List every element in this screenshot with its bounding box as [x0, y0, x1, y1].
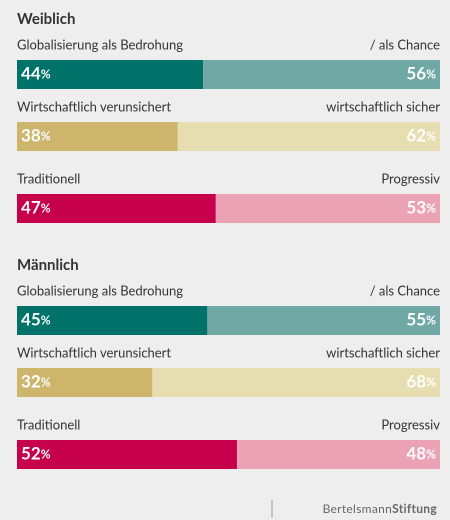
bar-segment [236, 440, 440, 469]
value-unit: % [426, 129, 436, 144]
right-label: wirtschaftlich sicher [326, 98, 440, 114]
right-label: / als Chance [370, 36, 440, 52]
right-label: Progressiv [381, 416, 440, 432]
value-unit: % [41, 129, 51, 144]
value-unit: % [41, 375, 51, 390]
bar-segment [17, 60, 204, 89]
value-label: 47% [21, 197, 51, 218]
value-unit: % [426, 313, 436, 328]
value-number: 44 [21, 63, 41, 84]
right-label: wirtschaftlich sicher [326, 344, 440, 360]
value-number: 68 [406, 371, 426, 392]
bar-segment [17, 440, 237, 469]
value-unit: % [426, 447, 436, 462]
value-label: 48% [406, 443, 436, 464]
value-label: 32% [21, 371, 51, 392]
footer-brand: BertelsmannStiftung [323, 501, 438, 516]
value-label: 62% [406, 125, 436, 146]
left-label: Wirtschaftlich verunsichert [17, 344, 171, 360]
value-unit: % [41, 313, 51, 328]
left-label: Wirtschaftlich verunsichert [17, 98, 171, 114]
value-number: 32 [21, 371, 41, 392]
bar-segment [17, 122, 178, 151]
brand-light: Bertelsmann [323, 501, 393, 516]
left-label: Globalisierung als Bedrohung [17, 36, 183, 52]
value-label: 68% [406, 371, 436, 392]
left-label: Traditionell [17, 170, 80, 186]
bar-segment [17, 306, 208, 335]
left-label: Globalisierung als Bedrohung [17, 282, 183, 298]
value-number: 52 [21, 443, 41, 464]
value-number: 55 [406, 309, 426, 330]
bar-segment [152, 368, 441, 397]
value-number: 38 [21, 125, 41, 146]
value-label: 52% [21, 443, 51, 464]
value-unit: % [41, 447, 51, 462]
value-unit: % [41, 67, 51, 82]
group-title: Männlich [17, 256, 79, 274]
value-number: 62 [406, 125, 426, 146]
value-unit: % [426, 67, 436, 82]
value-label: 44% [21, 63, 51, 84]
value-number: 45 [21, 309, 41, 330]
group-title: Weiblich [17, 10, 75, 28]
value-number: 47 [21, 197, 41, 218]
value-label: 55% [406, 309, 436, 330]
bar-segment [17, 368, 153, 397]
right-label: / als Chance [370, 282, 440, 298]
right-label: Progressiv [381, 170, 440, 186]
value-label: 38% [21, 125, 51, 146]
value-label: 45% [21, 309, 51, 330]
bar-segment [215, 194, 440, 223]
brand-bold: Stiftung [392, 501, 437, 516]
value-unit: % [426, 375, 436, 390]
value-number: 56 [406, 63, 426, 84]
left-label: Traditionell [17, 416, 80, 432]
value-unit: % [41, 201, 51, 216]
bar-segment [203, 60, 440, 89]
value-number: 48 [406, 443, 426, 464]
value-unit: % [426, 201, 436, 216]
value-label: 53% [406, 197, 436, 218]
bar-segment [17, 194, 216, 223]
value-label: 56% [406, 63, 436, 84]
value-number: 53 [406, 197, 426, 218]
bar-segment [207, 306, 440, 335]
bar-segment [177, 122, 441, 151]
